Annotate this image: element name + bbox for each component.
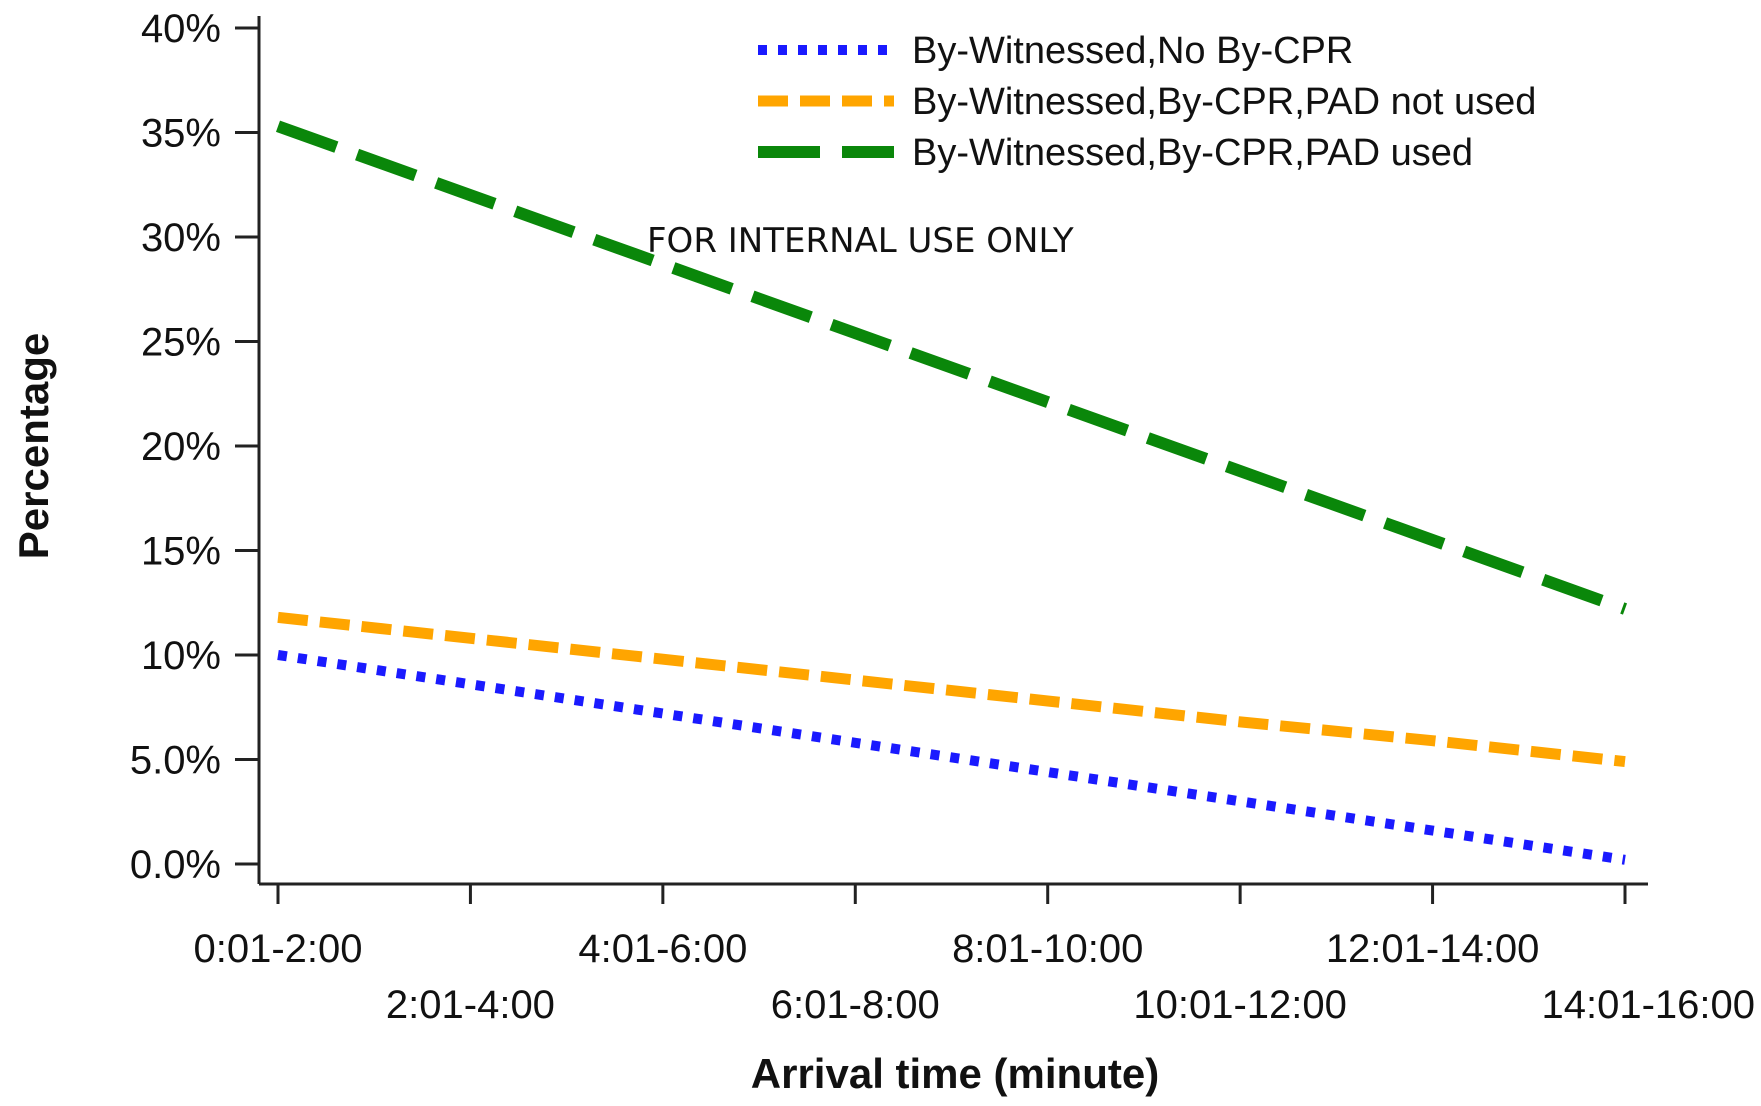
- series-line: [277, 611, 1626, 768]
- y-tick-label: 0.0%: [130, 843, 221, 887]
- y-tick-label: 40%: [141, 7, 221, 51]
- x-tick-label: 6:01-8:00: [771, 983, 940, 1027]
- axes: [257, 16, 1648, 886]
- x-tick-label: 2:01-4:00: [386, 983, 555, 1027]
- x-tick-label: 14:01-16:00: [1541, 983, 1755, 1027]
- x-tick-label: 10:01-12:00: [1133, 983, 1347, 1027]
- y-tick-label: 15%: [141, 530, 221, 574]
- legend-label: By-Witnessed,No By-CPR: [912, 30, 1353, 72]
- y-axis-title: Percentage: [10, 333, 57, 559]
- x-tick-label: 0:01-2:00: [193, 927, 362, 971]
- y-tick-label: 10%: [141, 634, 221, 678]
- legend-label: By-Witnessed,By-CPR,PAD not used: [912, 81, 1536, 123]
- x-tick-label: 12:01-14:00: [1326, 927, 1540, 971]
- series-line: [277, 650, 1626, 865]
- x-axis-ticks: 0:01-2:00 2:01-4:00 4:01-6:00 6:01-8:00 8:01…: [193, 884, 1755, 1027]
- x-tick-label: 8:01-10:00: [952, 927, 1143, 971]
- x-axis-title: Arrival time (minute): [751, 1050, 1159, 1097]
- y-tick-label: 30%: [141, 216, 221, 260]
- y-tick-label: 5.0%: [130, 739, 221, 783]
- series-line: [275, 120, 1628, 615]
- legend-label: By-Witnessed,By-CPR,PAD used: [912, 132, 1473, 174]
- legend: By-Witnessed,No By-CPR By-Witnessed,By-CP…: [758, 30, 1536, 174]
- y-tick-label: 25%: [141, 321, 221, 365]
- y-axis-ticks: 0.0% 5.0% 10% 15% 20% 25% 30% 35% 40%: [130, 7, 259, 887]
- y-tick-label: 35%: [141, 112, 221, 156]
- x-tick-label: 4:01-6:00: [578, 927, 747, 971]
- y-tick-label: 20%: [141, 425, 221, 469]
- watermark-text: FOR INTERNAL USE ONLY: [647, 221, 1074, 261]
- series-lines: [275, 120, 1628, 865]
